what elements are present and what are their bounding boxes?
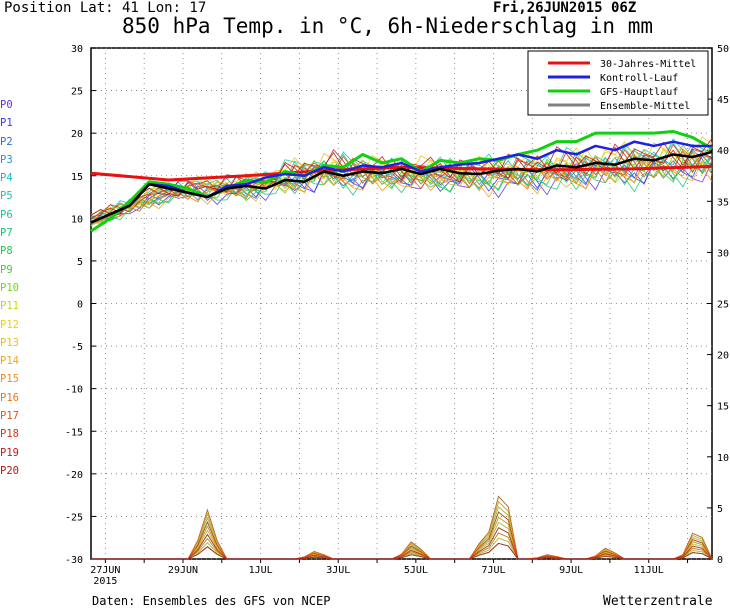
x-tick-label: 3JUL [326, 565, 350, 576]
member-label: P5 [0, 190, 13, 203]
member-label: P15 [0, 373, 19, 386]
member-label: P11 [0, 300, 19, 313]
member-label: P4 [0, 172, 13, 185]
member-label: P20 [0, 464, 19, 477]
y2-tick-label: 45 [717, 95, 729, 106]
ensemble-member-line [90, 144, 713, 227]
precip-member-line [91, 495, 713, 560]
legend-label: Ensemble-Mittel [600, 101, 690, 112]
member-label: P14 [0, 355, 19, 368]
member-label: P16 [0, 391, 19, 404]
x-tick-label: 2015 [93, 576, 117, 587]
x-tick-label: 5JUL [404, 565, 428, 576]
y2-tick-label: 30 [717, 248, 729, 259]
member-label: P19 [0, 446, 19, 459]
series-line [90, 150, 713, 224]
member-label: P0 [0, 99, 13, 111]
y2-tick-label: 20 [717, 351, 729, 362]
ensemble-member-line [90, 154, 713, 225]
x-tick-label: 7JUL [481, 565, 505, 576]
series-line [90, 164, 713, 182]
precip-member-line [91, 527, 713, 560]
member-label: P12 [0, 318, 19, 331]
data-source-note: Daten: Ensembles des GFS von NCEP [92, 594, 331, 608]
y2-tick-label: 40 [717, 146, 729, 157]
member-label: P7 [0, 227, 13, 240]
y2-tick-label: 5 [717, 504, 723, 515]
x-tick-label: 1JUL [249, 565, 273, 576]
member-label: P2 [0, 135, 13, 148]
y2-tick-label: 15 [717, 402, 729, 413]
member-label: P10 [0, 281, 19, 294]
y-tick-label: -20 [65, 470, 83, 481]
y-tick-label: -5 [71, 342, 83, 353]
y-tick-label: 10 [71, 214, 83, 225]
x-tick-label: 9JUL [559, 565, 583, 576]
y2-tick-label: 50 [717, 44, 729, 55]
precip-member-line [91, 542, 713, 560]
y-tick-label: 0 [77, 300, 83, 311]
member-label: P9 [0, 263, 13, 276]
y-tick-label: 5 [77, 257, 83, 268]
legend-label: GFS-Hauptlauf [600, 87, 678, 98]
member-label: P18 [0, 428, 19, 441]
ensemble-member-list: P0 P1 P2 P3 P4 P5 P6 P7 P8 P9 P10 P11 P12 P13 P14 P15 P1… [0, 96, 19, 480]
chart-title: 850 hPa Temp. in °C, 6h-Niederschlag in … [122, 14, 654, 38]
y2-tick-label: 25 [717, 300, 729, 311]
legend-label: 30-Jahres-Mittel [600, 59, 696, 70]
y2-tick-label: 35 [717, 197, 729, 208]
y-tick-label: -25 [65, 512, 83, 523]
brand-label: Wetterzentrale [603, 594, 713, 609]
precip-member-line [91, 511, 713, 560]
y-tick-label: 15 [71, 172, 83, 183]
legend-label: Kontroll-Lauf [600, 73, 678, 84]
member-label: P3 [0, 153, 13, 166]
x-tick-label: 11JUL [634, 565, 664, 576]
y2-tick-label: 0 [717, 555, 723, 566]
y-tick-label: -30 [65, 555, 83, 566]
series-line [90, 129, 713, 233]
member-label: P1 [0, 117, 13, 130]
y-tick-label: 25 [71, 87, 83, 98]
location-label: Position Lat: 41 Lon: 17 [4, 0, 207, 16]
member-label: P17 [0, 410, 19, 423]
x-tick-label: 27JUN [90, 565, 120, 576]
run-datetime: Fri,26JUN2015 06Z [493, 0, 637, 16]
member-label: P8 [0, 245, 13, 258]
y-tick-label: -10 [65, 385, 83, 396]
ensemble-member-line [90, 138, 713, 216]
y-tick-label: -15 [65, 427, 83, 438]
member-label: P6 [0, 208, 13, 221]
y-tick-label: 20 [71, 129, 83, 140]
member-label: P13 [0, 336, 19, 349]
y2-tick-label: 10 [717, 453, 729, 464]
y-tick-label: 30 [71, 44, 83, 55]
x-tick-label: 29JUN [168, 565, 198, 576]
ensemble-member-line [90, 148, 713, 225]
